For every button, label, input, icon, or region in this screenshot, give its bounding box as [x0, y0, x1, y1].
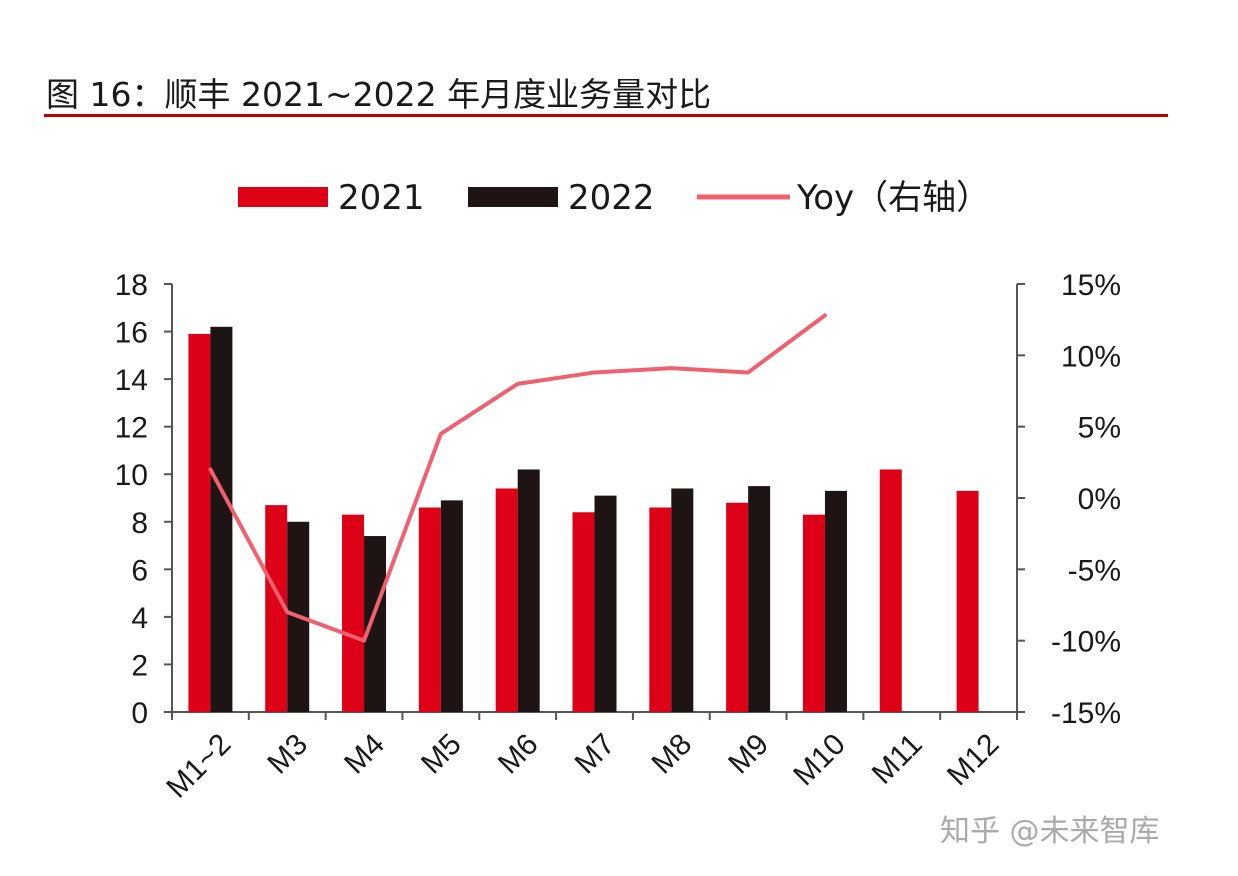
yoy-polyline — [208, 313, 827, 643]
bar-2021 — [495, 488, 518, 712]
left-tick-label: 8 — [131, 507, 148, 540]
x-tick-label: M6 — [492, 728, 545, 781]
right-tick-label: 0% — [1078, 483, 1121, 516]
bar-2022 — [364, 536, 387, 712]
watermark: 知乎 @未来智库 — [940, 814, 1160, 849]
right-tick-label: 5% — [1078, 412, 1121, 445]
series-yoy-line — [208, 313, 827, 643]
x-tick-label: M4 — [338, 728, 391, 781]
bar-2021 — [649, 507, 672, 712]
bar-2021 — [418, 507, 441, 712]
legend: 2021 2022 Yoy（右轴） — [238, 178, 990, 218]
left-tick-label: 10 — [115, 459, 148, 492]
left-tick-label: 2 — [131, 649, 148, 682]
series-2021-bars — [188, 333, 979, 712]
x-tick-label: M3 — [261, 728, 314, 781]
bar-2022 — [210, 326, 233, 712]
bar-2022 — [671, 488, 694, 712]
x-tick-label: M11 — [866, 728, 929, 791]
title-rule — [44, 114, 1168, 117]
bar-2022 — [440, 500, 463, 712]
right-tick-label: 15% — [1061, 269, 1121, 302]
left-tick-label: 16 — [115, 317, 148, 350]
bar-2021 — [188, 333, 211, 712]
chart-title: 图 16：顺丰 2021~2022 年月度业务量对比 — [46, 75, 712, 114]
right-tick-label: -10% — [1051, 626, 1121, 659]
bar-2021 — [879, 469, 902, 712]
bar-2021 — [342, 514, 365, 712]
left-tick-label: 4 — [131, 602, 148, 635]
x-tick-label: M12 — [941, 728, 1006, 793]
legend-swatch-2021 — [238, 187, 328, 207]
right-tick-label: -5% — [1068, 554, 1121, 587]
x-tick-label: M8 — [645, 728, 698, 781]
right-tick-label: -15% — [1051, 697, 1121, 730]
left-tick-label: 14 — [115, 364, 148, 397]
bar-2021 — [726, 502, 749, 712]
x-tick-label: M5 — [415, 728, 468, 781]
bar-2022 — [748, 486, 771, 712]
x-tick-label: M7 — [569, 728, 622, 781]
left-tick-label: 6 — [131, 554, 148, 587]
bar-2022 — [824, 490, 847, 712]
bar-2021 — [572, 512, 595, 712]
left-tick-label: 18 — [115, 269, 148, 302]
legend-label-2022: 2022 — [568, 178, 655, 218]
legend-label-2021: 2021 — [338, 178, 425, 218]
legend-label-yoy: Yoy（右轴） — [796, 178, 990, 218]
legend-swatch-2022 — [468, 187, 558, 207]
right-tick-label: 10% — [1061, 340, 1121, 373]
x-tick-label: M10 — [787, 728, 852, 793]
bar-2022 — [517, 469, 540, 712]
left-tick-label: 0 — [131, 697, 148, 730]
x-tick-label: M1~2 — [160, 728, 237, 805]
bar-2022 — [594, 495, 617, 712]
x-tick-label: M9 — [722, 728, 775, 781]
bar-2021 — [265, 505, 288, 712]
bar-2021 — [956, 490, 979, 712]
series-2022-bars — [210, 326, 847, 712]
bar-2021 — [802, 514, 825, 712]
left-tick-label: 12 — [115, 412, 148, 445]
